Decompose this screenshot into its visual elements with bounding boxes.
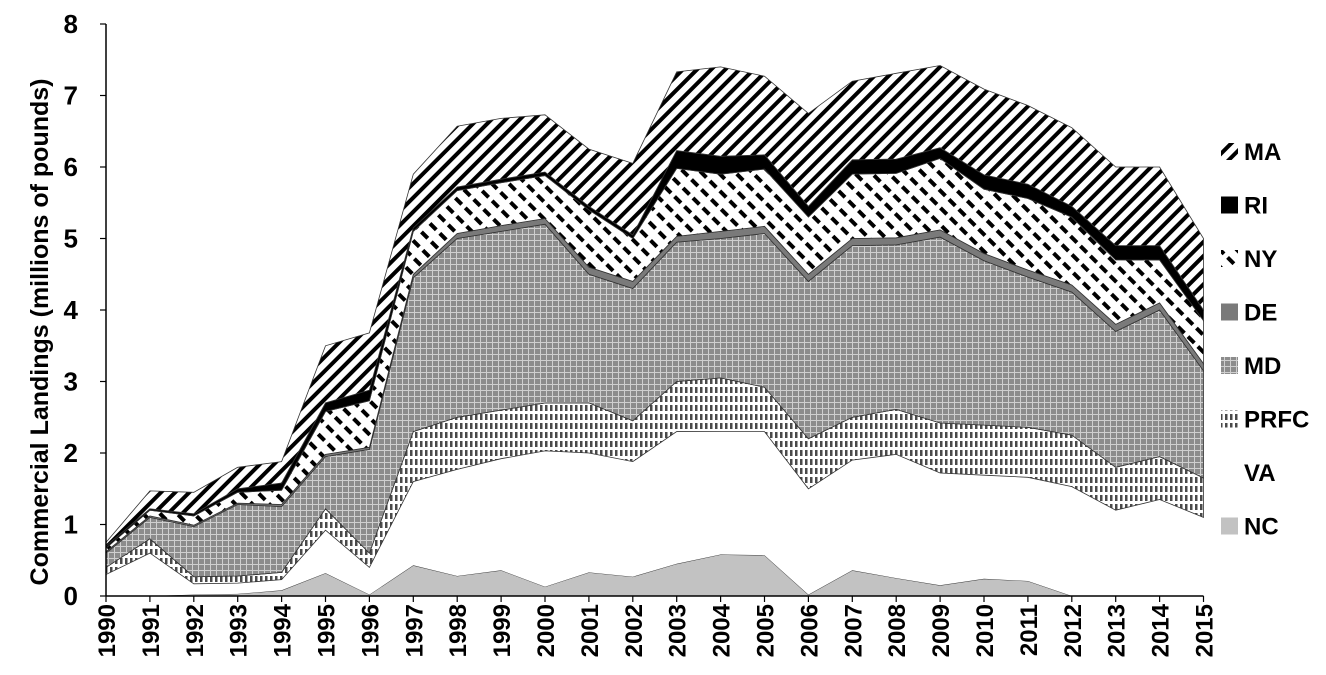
y-tick-label: 2 [64,438,78,468]
y-axis-label: Commercial Landings (millions of pounds) [26,79,54,586]
legend-label-ri: RI [1244,193,1268,220]
legend-item-nc: NC [1221,514,1279,541]
legend-label-de: DE [1244,300,1277,327]
x-tick-label: 2008 [884,604,911,657]
x-tick-label: 2005 [753,604,780,657]
legend-label-ny: NY [1244,246,1277,273]
legend-label-va: VA [1244,460,1276,487]
x-tick-label: 2002 [621,604,648,657]
y-tick-label: 0 [64,581,78,611]
axes: 0 1 2 3 4 5 6 7 8 1990 1991 1992 1993 1994 1995 1996 199… [64,9,1219,657]
y-tick-label: 7 [64,81,78,111]
x-tick-label: 2004 [709,603,736,657]
legend-swatch-nc [1221,517,1238,535]
legend-item-ma: MA [1221,139,1281,166]
legend-label-md: MD [1244,353,1281,380]
area-ma [105,65,1204,547]
legend-label-ma: MA [1244,139,1281,166]
x-tick-label: 2012 [1060,604,1087,657]
area-va [106,431,1204,596]
legend-swatch-prfc [1221,410,1238,428]
legend: MA RI NY DE MD PRFC VA NC [1221,139,1309,541]
x-tick-label: 1998 [445,604,472,657]
legend-item-md: MD [1221,353,1281,380]
x-tick-label: 2010 [972,604,999,657]
legend-swatch-md [1221,357,1238,374]
x-tick-label: 1996 [357,604,384,657]
x-tick-label: 1997 [401,604,428,657]
plot-area [105,65,1204,597]
y-tick-label: 8 [64,9,78,39]
y-tick-label: 6 [64,152,78,182]
legend-swatch-ny [1221,250,1238,267]
y-tick-label: 4 [64,295,79,325]
legend-item-va: VA [1221,460,1276,487]
legend-item-ri: RI [1221,193,1268,220]
x-tick-label: 1991 [138,604,165,657]
legend-swatch-ma [1221,143,1238,160]
x-tick-label: 2015 [1192,604,1219,657]
legend-item-prfc: PRFC [1221,407,1309,434]
legend-label-prfc: PRFC [1244,407,1309,434]
legend-swatch-de [1221,303,1238,321]
x-tick-label: 2009 [928,604,955,657]
x-tick-label: 1992 [182,604,209,657]
x-tick-label: 2011 [1016,604,1043,656]
x-tick-label: 2001 [577,604,604,657]
x-tick-label: 1999 [489,604,516,657]
x-tick-label: 1995 [314,604,341,657]
legend-item-ny: NY [1221,246,1277,273]
x-tick-label: 2013 [1104,604,1131,657]
legend-swatch-va [1221,464,1238,481]
legend-label-nc: NC [1244,514,1279,541]
y-tick-label: 5 [64,224,78,254]
x-tick-label: 2000 [533,604,560,657]
x-tick-label: 2014 [1148,603,1175,657]
y-tick-label: 1 [64,510,78,540]
x-tick-label: 1993 [226,604,253,657]
x-tick-label: 2003 [665,604,692,657]
legend-item-de: DE [1221,300,1277,327]
x-tick-label: 2007 [840,604,867,657]
x-tick-label: 1990 [94,604,121,657]
x-tick-label: 2006 [796,604,823,657]
y-tick-label: 3 [64,367,78,397]
legend-swatch-ri [1221,196,1238,214]
x-tick-label: 1994 [270,603,297,657]
